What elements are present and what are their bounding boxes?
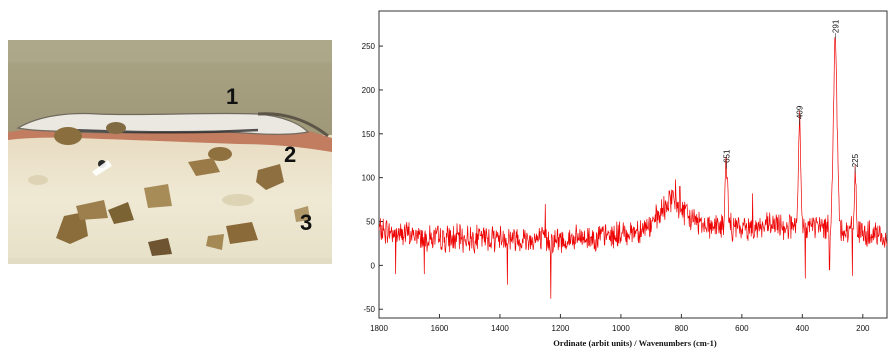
spectrum-series-line xyxy=(378,36,888,299)
peak-label: 651 xyxy=(722,149,731,163)
plot-frame xyxy=(378,10,888,319)
spectrum-svg: -50 0 50 100 150 200 250 1800 1600 1400 1200 1000 8… xyxy=(362,10,888,348)
peak-label: 291 xyxy=(831,19,840,33)
y-tick-label: 100 xyxy=(362,174,376,183)
peak-labels: 651 409 291 225 xyxy=(722,19,860,174)
coating-layer xyxy=(16,112,310,135)
x-axis-title: Ordinate (arbit units) / Wavenumbers (cm… xyxy=(553,338,717,348)
cross-section-photo: 1 2 3 xyxy=(8,40,332,264)
x-tick-label: 1200 xyxy=(552,324,570,333)
y-tick-label: 0 xyxy=(371,261,376,270)
y-tick-label: 50 xyxy=(366,218,375,227)
layer-label-1: 1 xyxy=(226,84,239,109)
x-tick-label: 1600 xyxy=(431,324,449,333)
y-tick-label: 250 xyxy=(362,42,376,51)
x-tick-label: 1400 xyxy=(491,324,509,333)
peak-label: 225 xyxy=(851,153,860,167)
aggregate-grain xyxy=(54,127,82,145)
x-tick-label: 800 xyxy=(675,324,689,333)
x-tick-label: 400 xyxy=(796,324,810,333)
x-tick-label: 1800 xyxy=(370,324,388,333)
y-tick-label: 200 xyxy=(362,86,376,95)
x-tick-label: 600 xyxy=(735,324,749,333)
y-tick-label: 150 xyxy=(362,130,376,139)
peak-label: 409 xyxy=(796,105,805,119)
raman-spectrum-chart: -50 0 50 100 150 200 250 1800 1600 1400 1200 1000 8… xyxy=(338,0,888,353)
x-tick-label: 1000 xyxy=(612,324,630,333)
x-tick-label: 200 xyxy=(856,324,870,333)
y-axis: -50 0 50 100 150 200 250 xyxy=(362,42,383,314)
y-tick-label: -50 xyxy=(363,305,375,314)
layer-label-2: 2 xyxy=(284,142,297,167)
layer-label-3: 3 xyxy=(300,210,313,235)
cross-section-image xyxy=(8,40,332,264)
x-axis: 1800 1600 1400 1200 1000 800 600 400 200 xyxy=(370,314,870,333)
